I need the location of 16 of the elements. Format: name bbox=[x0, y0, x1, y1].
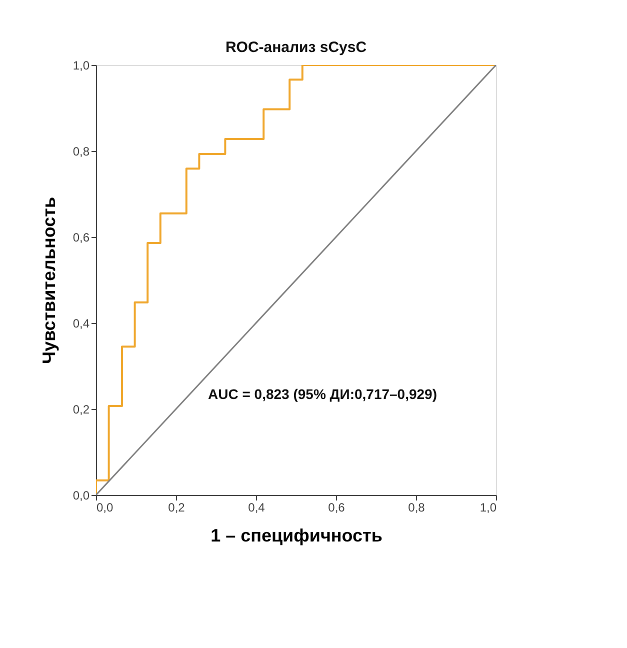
y-axis-title: Чувствительность bbox=[38, 196, 59, 364]
x-axis-title: 1 – специфичность bbox=[210, 526, 382, 546]
y-tick-label: 0,6 bbox=[72, 230, 90, 244]
x-tick-label: 0,0 bbox=[96, 500, 114, 514]
chart-title: ROC-анализ sCysC bbox=[225, 39, 367, 56]
x-tick-label: 0,6 bbox=[328, 500, 346, 514]
y-tick-label: 0,8 bbox=[72, 144, 90, 158]
y-tick-label: 0,2 bbox=[72, 402, 90, 416]
x-tick-label: 0,2 bbox=[168, 500, 186, 514]
x-tick-label: 0,4 bbox=[248, 500, 266, 514]
x-tick-label: 1,0 bbox=[480, 500, 497, 514]
y-tick-label: 0,4 bbox=[72, 316, 90, 330]
y-tick-label: 1,0 bbox=[72, 58, 90, 72]
y-tick-label: 0,0 bbox=[72, 488, 90, 502]
annotation: AUC = 0,823 (95% ДИ:0,717–0,929) bbox=[208, 386, 437, 402]
x-tick-label: 0,8 bbox=[408, 500, 426, 514]
